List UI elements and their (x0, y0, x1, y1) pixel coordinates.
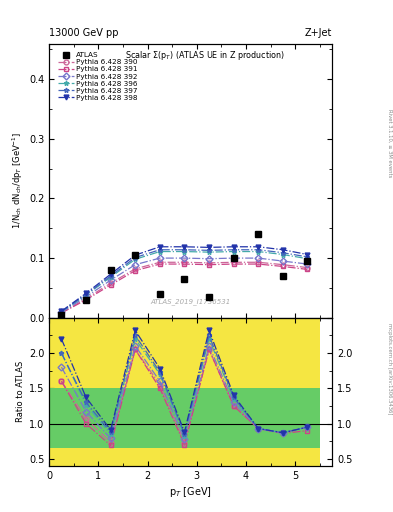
ATLAS (133, 252, 138, 258)
ATLAS (108, 267, 113, 273)
Pythia 6.428 391 (133, 268, 138, 274)
Pythia 6.428 392 (231, 255, 236, 261)
Pythia 6.428 391 (84, 297, 88, 303)
Pythia 6.428 390 (207, 260, 211, 266)
Text: mcplots.cern.ch [arXiv:1306.3436]: mcplots.cern.ch [arXiv:1306.3436] (387, 323, 392, 414)
Pythia 6.428 398 (158, 244, 162, 250)
Pythia 6.428 396 (231, 248, 236, 254)
Text: 13000 GeV pp: 13000 GeV pp (49, 28, 119, 38)
Pythia 6.428 392 (305, 261, 310, 267)
Pythia 6.428 392 (59, 309, 64, 315)
Pythia 6.428 390 (133, 266, 138, 272)
Pythia 6.428 397 (108, 273, 113, 279)
Pythia 6.428 398 (256, 244, 261, 250)
ATLAS (207, 294, 211, 300)
Pythia 6.428 398 (207, 244, 211, 250)
Pythia 6.428 391 (158, 261, 162, 267)
Pythia 6.428 391 (59, 310, 64, 316)
Pythia 6.428 398 (84, 290, 88, 296)
Pythia 6.428 398 (59, 308, 64, 314)
ATLAS (281, 273, 285, 279)
Pythia 6.428 391 (231, 261, 236, 267)
Pythia 6.428 396 (59, 309, 64, 315)
Pythia 6.428 396 (281, 251, 285, 258)
Y-axis label: Ratio to ATLAS: Ratio to ATLAS (16, 361, 25, 422)
Pythia 6.428 390 (256, 259, 261, 265)
ATLAS (158, 291, 162, 297)
Pythia 6.428 390 (108, 280, 113, 286)
Pythia 6.428 398 (281, 247, 285, 253)
Pythia 6.428 392 (158, 255, 162, 261)
Text: Z+Jet: Z+Jet (305, 28, 332, 38)
Pythia 6.428 392 (182, 255, 187, 261)
Pythia 6.428 396 (108, 274, 113, 280)
Text: Scalar $\Sigma$(p$_T$) (ATLAS UE in Z production): Scalar $\Sigma$(p$_T$) (ATLAS UE in Z pr… (125, 49, 285, 62)
ATLAS (256, 231, 261, 238)
ATLAS (182, 276, 187, 282)
ATLAS (84, 297, 88, 303)
Pythia 6.428 397 (84, 291, 88, 297)
Text: ATLAS_2019_I1736531: ATLAS_2019_I1736531 (151, 298, 231, 305)
Pythia 6.428 390 (231, 259, 236, 265)
Pythia 6.428 392 (133, 262, 138, 268)
Pythia 6.428 396 (133, 256, 138, 262)
Line: ATLAS: ATLAS (58, 231, 310, 318)
Pythia 6.428 390 (158, 259, 162, 265)
Pythia 6.428 391 (207, 262, 211, 268)
Pythia 6.428 397 (207, 247, 211, 253)
Pythia 6.428 390 (182, 259, 187, 265)
Pythia 6.428 391 (281, 263, 285, 269)
Pythia 6.428 390 (59, 310, 64, 316)
ATLAS (305, 258, 310, 264)
Pythia 6.428 390 (84, 295, 88, 302)
Pythia 6.428 397 (133, 254, 138, 261)
Pythia 6.428 398 (231, 244, 236, 250)
Pythia 6.428 392 (84, 294, 88, 300)
ATLAS (231, 255, 236, 261)
Pythia 6.428 396 (84, 292, 88, 298)
Pythia 6.428 397 (59, 309, 64, 315)
Pythia 6.428 391 (182, 261, 187, 267)
Pythia 6.428 392 (256, 255, 261, 261)
Pythia 6.428 397 (158, 247, 162, 253)
Pythia 6.428 391 (108, 282, 113, 288)
Pythia 6.428 391 (305, 266, 310, 272)
Pythia 6.428 390 (305, 265, 310, 271)
Text: Rivet 3.1.10, ≥ 3M events: Rivet 3.1.10, ≥ 3M events (387, 109, 392, 178)
Pythia 6.428 397 (281, 250, 285, 256)
Pythia 6.428 392 (108, 277, 113, 283)
Line: Pythia 6.428 392: Pythia 6.428 392 (59, 255, 310, 315)
Pythia 6.428 396 (158, 248, 162, 254)
Y-axis label: 1/N$_{\mathregular{ch}}$ dN$_{\mathregular{ch}}$/dp$_T$ [GeV$^{-1}$]: 1/N$_{\mathregular{ch}}$ dN$_{\mathregul… (10, 132, 25, 229)
Pythia 6.428 390 (281, 262, 285, 268)
Pythia 6.428 396 (256, 248, 261, 254)
Pythia 6.428 398 (133, 252, 138, 258)
Pythia 6.428 397 (256, 247, 261, 253)
Pythia 6.428 397 (182, 247, 187, 253)
Pythia 6.428 398 (108, 271, 113, 278)
Pythia 6.428 397 (231, 247, 236, 253)
Legend: ATLAS, Pythia 6.428 390, Pythia 6.428 391, Pythia 6.428 392, Pythia 6.428 396, P: ATLAS, Pythia 6.428 390, Pythia 6.428 39… (55, 50, 140, 103)
Pythia 6.428 396 (207, 249, 211, 255)
Pythia 6.428 391 (256, 261, 261, 267)
Line: Pythia 6.428 390: Pythia 6.428 390 (59, 260, 310, 315)
Line: Pythia 6.428 398: Pythia 6.428 398 (59, 244, 310, 313)
Line: Pythia 6.428 396: Pythia 6.428 396 (59, 249, 310, 314)
Pythia 6.428 396 (182, 248, 187, 254)
ATLAS (59, 312, 64, 318)
Pythia 6.428 397 (305, 254, 310, 260)
X-axis label: p$_T$ [GeV]: p$_T$ [GeV] (169, 485, 212, 499)
Line: Pythia 6.428 391: Pythia 6.428 391 (59, 262, 310, 315)
Pythia 6.428 396 (305, 255, 310, 262)
Pythia 6.428 398 (182, 244, 187, 250)
Line: Pythia 6.428 397: Pythia 6.428 397 (59, 247, 310, 314)
Pythia 6.428 398 (305, 251, 310, 258)
Pythia 6.428 392 (281, 258, 285, 264)
Pythia 6.428 392 (207, 255, 211, 262)
